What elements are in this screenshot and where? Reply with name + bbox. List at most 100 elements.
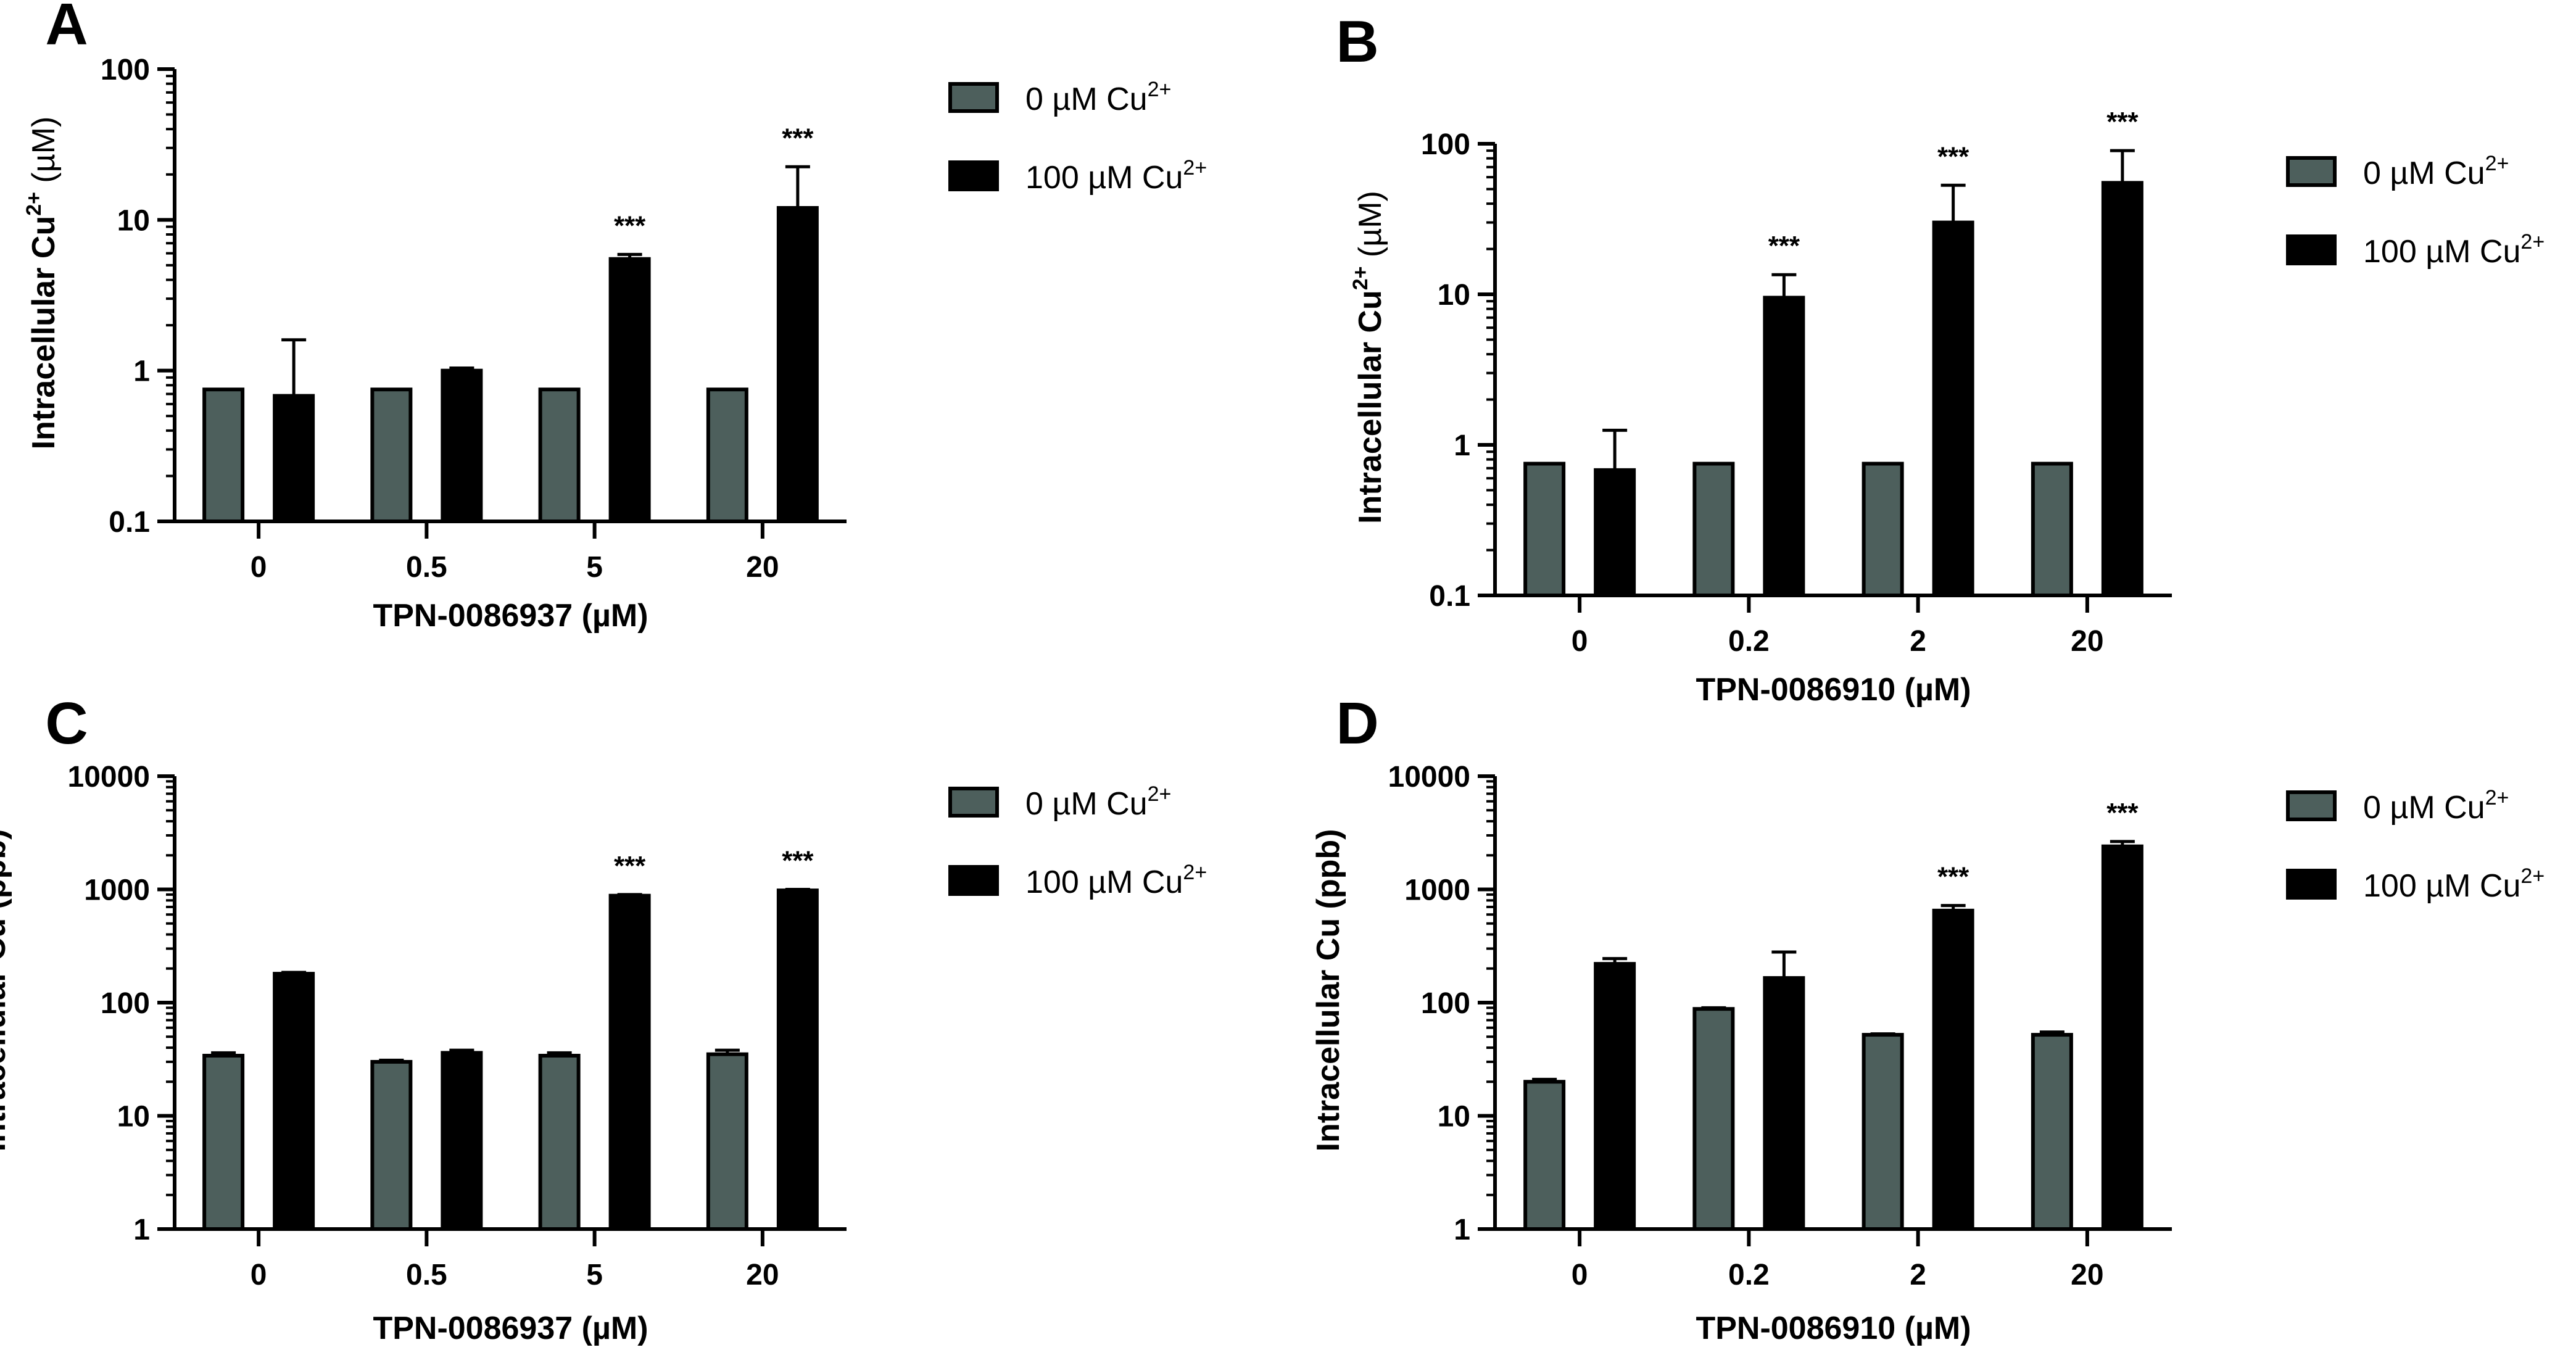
legend-swatch-control: [948, 787, 999, 818]
panel-label: B: [1336, 9, 1378, 75]
bar-control-20: [706, 1052, 748, 1232]
bar-treated-0.5: [441, 368, 483, 524]
bar-control-20: [2031, 1033, 2073, 1232]
bar-treated-0: [1594, 962, 1636, 1231]
y-tick-label: 10: [117, 204, 150, 237]
legend-label: 0 µM Cu2+: [1025, 78, 1171, 117]
y-tick-label: 1000: [84, 874, 150, 907]
bar-control-5: [538, 1053, 581, 1231]
legend-label: 100 µM Cu2+: [2363, 230, 2545, 270]
bar-control-0: [202, 1053, 245, 1231]
x-tick-label: 2: [1910, 625, 1926, 658]
significance-marker: ***: [614, 851, 646, 881]
y-axis-title: Intracellular Cu2+ (µM): [1349, 191, 1388, 524]
bar-control-0.5: [370, 387, 413, 523]
y-tick-label: 1: [1454, 1214, 1470, 1246]
x-axis-title: TPN-0086937 (µM): [373, 598, 648, 634]
significance-marker: ***: [2106, 107, 2139, 137]
legend-label: 100 µM Cu2+: [1025, 861, 1207, 900]
x-tick-label: 20: [2071, 625, 2103, 658]
x-tick-label: 5: [586, 1259, 603, 1291]
legend-label: 100 µM Cu2+: [2363, 864, 2545, 904]
y-axis-title: Intracellular Cu (ppb): [1311, 829, 1346, 1152]
bar-treated-0: [273, 394, 315, 524]
legend-label: 100 µM Cu2+: [1025, 156, 1207, 196]
y-tick-label: 1: [133, 355, 150, 388]
x-tick-label: 20: [746, 551, 779, 584]
bar-treated-20: [776, 205, 819, 523]
panel-label: D: [1336, 690, 1378, 756]
bar-control-0.5: [370, 1059, 413, 1231]
bar-treated-20: [2101, 844, 2143, 1231]
x-tick-label: 0.5: [406, 551, 447, 584]
bar-control-20: [2031, 462, 2073, 597]
bar-control-5: [538, 387, 581, 523]
x-tick-label: 20: [2071, 1259, 2103, 1291]
x-axis-title: TPN-0086910 (µM): [1696, 672, 1971, 708]
y-tick-label: 100: [101, 54, 150, 86]
bar-control-0: [1523, 1080, 1566, 1231]
bar-treated-0.2: [1763, 296, 1805, 597]
legend-swatch-treated: [948, 160, 999, 191]
bar-treated-20: [776, 888, 819, 1231]
legend-label: 0 µM Cu2+: [2363, 786, 2509, 826]
panel-A: A *** *** 0.1 1 10 100 0 0.5 5 20 TPN-0086937 (µM) I…: [22, 0, 1207, 634]
bar-treated-0.5: [441, 1051, 483, 1231]
y-tick-label: 100: [101, 987, 150, 1020]
legend-swatch-treated: [2286, 234, 2337, 265]
legend-swatch-control: [948, 82, 999, 113]
y-tick-label: 10000: [68, 761, 150, 793]
bar-treated-20: [2101, 181, 2143, 597]
bar-control-0.2: [1692, 462, 1735, 597]
x-tick-label: 0: [1572, 625, 1588, 658]
x-tick-label: 0.5: [406, 1259, 447, 1291]
significance-marker: ***: [614, 210, 646, 241]
panel-label: A: [45, 0, 88, 57]
significance-marker: ***: [2106, 798, 2139, 828]
y-tick-label: 10000: [1388, 761, 1470, 793]
panel-D: D *** *** 1 10 100 1000 10000 0 0.2 2 20 TPN-0086910…: [1311, 690, 2545, 1346]
panel-label: C: [45, 690, 88, 756]
x-axis-title: TPN-0086910 (µM): [1696, 1311, 1971, 1346]
bar-treated-2: [1932, 908, 1974, 1232]
bar-control-0.2: [1692, 1007, 1735, 1231]
legend-swatch-treated: [948, 865, 999, 896]
bar-control-2: [1862, 462, 1904, 597]
bar-treated-2: [1932, 220, 1974, 598]
bar-control-2: [1862, 1033, 1904, 1232]
panel-C: C *** *** 1 10 100 1000 10000 0 0.5 5 20 TPN-0086937…: [0, 690, 1207, 1346]
y-tick-label: 1: [1454, 429, 1470, 462]
y-tick-label: 10: [1438, 279, 1470, 312]
significance-marker: ***: [782, 123, 814, 153]
significance-marker: ***: [1768, 231, 1800, 261]
x-tick-label: 0: [1572, 1259, 1588, 1291]
y-tick-label: 100: [1421, 128, 1470, 161]
x-axis-title: TPN-0086937 (µM): [373, 1311, 648, 1346]
y-tick-label: 100: [1421, 987, 1470, 1020]
legend-label: 0 µM Cu2+: [2363, 152, 2509, 191]
x-tick-label: 2: [1910, 1259, 1926, 1291]
legend-swatch-treated: [2286, 869, 2337, 900]
bar-treated-0: [1594, 468, 1636, 597]
x-tick-label: 0: [251, 1259, 267, 1291]
y-tick-label: 1000: [1404, 874, 1470, 907]
x-tick-label: 5: [586, 551, 603, 584]
y-tick-label: 10: [117, 1101, 150, 1133]
significance-marker: ***: [782, 846, 814, 876]
significance-marker: ***: [1937, 141, 1969, 172]
bar-treated-5: [608, 893, 651, 1231]
bar-treated-5: [608, 257, 651, 523]
significance-marker: ***: [1937, 862, 1969, 892]
bar-treated-0.2: [1763, 976, 1805, 1231]
legend-label: 0 µM Cu2+: [1025, 782, 1171, 822]
legend-swatch-control: [2286, 790, 2337, 821]
legend-swatch-control: [2286, 156, 2337, 187]
panel-B: B *** *** *** 0.1 1 10 100 0 0.2 2 20 TPN-0086910 (µ…: [1336, 9, 2545, 708]
x-tick-label: 0.2: [1728, 625, 1770, 658]
x-tick-label: 0.2: [1728, 1259, 1770, 1291]
bar-control-0: [202, 387, 245, 523]
y-axis-title: Intracellular Cu (ppb): [0, 829, 12, 1152]
y-tick-label: 0.1: [109, 506, 150, 539]
bar-control-0: [1523, 462, 1566, 597]
